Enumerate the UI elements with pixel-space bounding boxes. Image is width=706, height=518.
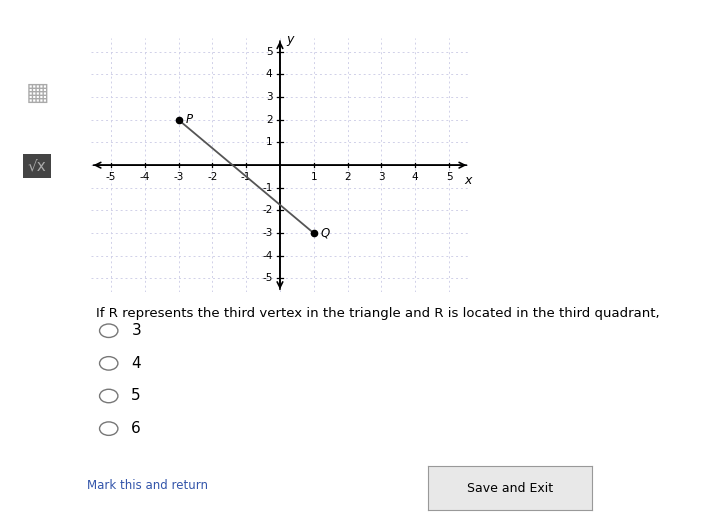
Text: 2: 2 bbox=[266, 115, 273, 125]
Text: 1: 1 bbox=[311, 171, 317, 181]
Text: 5: 5 bbox=[266, 47, 273, 57]
Text: -3: -3 bbox=[174, 171, 184, 181]
Text: -5: -5 bbox=[106, 171, 116, 181]
Text: 4: 4 bbox=[266, 69, 273, 79]
Text: 1: 1 bbox=[266, 137, 273, 148]
Text: Mark this and return: Mark this and return bbox=[88, 479, 208, 492]
Text: 3: 3 bbox=[131, 323, 141, 338]
Text: -4: -4 bbox=[140, 171, 150, 181]
Text: -5: -5 bbox=[262, 274, 273, 283]
Text: ▦: ▦ bbox=[25, 81, 49, 105]
Text: If R represents the third vertex in the triangle and R is located in the third q: If R represents the third vertex in the … bbox=[96, 307, 659, 321]
Text: Save and Exit: Save and Exit bbox=[467, 482, 554, 495]
Text: 5: 5 bbox=[131, 388, 141, 404]
Text: -3: -3 bbox=[262, 228, 273, 238]
Text: 6: 6 bbox=[131, 421, 141, 436]
Text: -2: -2 bbox=[262, 206, 273, 215]
Text: 4: 4 bbox=[412, 171, 419, 181]
Text: 4: 4 bbox=[131, 356, 141, 371]
Text: P: P bbox=[185, 113, 193, 126]
Text: -1: -1 bbox=[241, 171, 251, 181]
Text: 5: 5 bbox=[445, 171, 453, 181]
Text: y: y bbox=[286, 33, 294, 46]
Text: Q: Q bbox=[321, 227, 330, 240]
Text: -1: -1 bbox=[262, 183, 273, 193]
Text: -2: -2 bbox=[207, 171, 217, 181]
Text: x: x bbox=[464, 174, 472, 187]
Text: 2: 2 bbox=[345, 171, 351, 181]
Text: 3: 3 bbox=[378, 171, 385, 181]
Text: 3: 3 bbox=[266, 92, 273, 102]
Text: √x: √x bbox=[28, 159, 47, 173]
Text: -4: -4 bbox=[262, 251, 273, 261]
